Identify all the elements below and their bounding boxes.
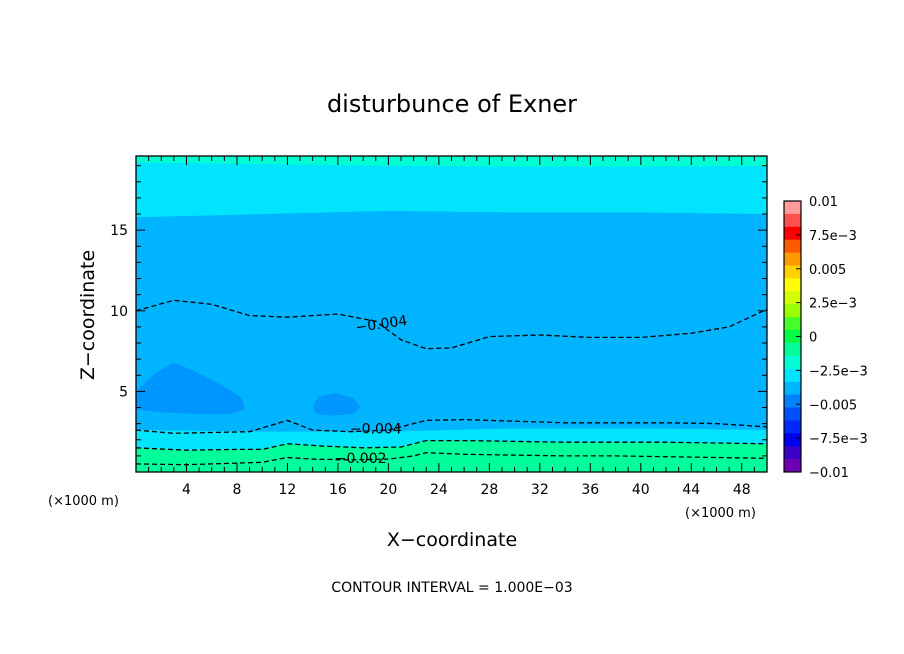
- colorbar-segment: [784, 252, 801, 267]
- contour-line-3: [135, 452, 768, 466]
- fill-band-near-surface: [136, 428, 767, 451]
- contour-fills: [136, 156, 767, 472]
- fill-band-surface: [136, 440, 767, 472]
- colorbar-segment: [784, 239, 801, 254]
- colorbar-segment: [784, 330, 801, 344]
- colorbar: 0.01 7.5e−3 0.005 2.5e−3 0 −2.5e−3 −0.005 −7.5e…: [783, 195, 868, 481]
- colorbar-segment: [784, 381, 801, 396]
- colorbar-segment: [784, 368, 801, 383]
- x-tick-label: 44: [682, 482, 700, 498]
- colorbar-segment: [784, 226, 801, 241]
- x-tick-label: 4: [182, 482, 191, 498]
- fill-band-pocket-left: [136, 362, 245, 414]
- x-tick-label: 20: [379, 482, 397, 498]
- x-tick-label: 12: [279, 482, 297, 498]
- colorbar-tick-label: 0.005: [809, 263, 846, 278]
- colorbar-segment: [784, 420, 801, 434]
- colorbar-tick-label: 0.01: [809, 195, 838, 210]
- colorbar-segment: [784, 213, 801, 228]
- y-tick-label: 5: [119, 384, 128, 400]
- plot-area: −0.004−0.004−0.002 4 8 12 16 20 24 28 32 36 40 44 4…: [110, 155, 768, 498]
- colorbar-tick-label: −7.5e−3: [809, 432, 868, 447]
- colorbar-segment: [784, 407, 801, 421]
- contour-interval-note: CONTOUR INTERVAL = 1.000E−03: [331, 580, 572, 596]
- colorbar-segment: [784, 459, 801, 473]
- x-tick-label: 16: [329, 482, 347, 498]
- x-tick-label: 24: [430, 482, 448, 498]
- colorbar-segment: [784, 433, 801, 447]
- x-tick-label: 36: [581, 482, 599, 498]
- y-axis-unit: (×1000 m): [48, 494, 119, 509]
- x-tick-label: 40: [632, 482, 650, 498]
- contour-labels: −0.004 −0.004 −0.002: [335, 313, 409, 467]
- x-tick-label: 8: [232, 482, 241, 498]
- fill-band-upper: [136, 162, 767, 218]
- x-axis-ticks: 4 8 12 16 20 24 28 32 36 40 44 48: [148, 156, 755, 498]
- colorbar-tick-label: 0: [809, 331, 817, 346]
- colorbar-tick-label: −2.5e−3: [809, 364, 868, 379]
- colorbar-tick-label: 2.5e−3: [809, 297, 857, 312]
- colorbar-segment: [784, 394, 801, 408]
- colorbar-tick-label: 7.5e−3: [809, 229, 857, 244]
- x-tick-label: 28: [480, 482, 498, 498]
- chart-title: disturbunce of Exner: [327, 90, 577, 118]
- colorbar-tick-label: −0.01: [809, 466, 849, 481]
- colorbar-segment: [784, 304, 801, 318]
- x-tick-label: 32: [531, 482, 549, 498]
- contour-label-3: −0.002: [335, 451, 387, 467]
- colorbar-segment: [784, 342, 801, 357]
- contour-lines: [135, 299, 768, 466]
- contour-line-2: [135, 439, 768, 451]
- contour-label-0: −0.004: [355, 313, 409, 336]
- fill-band-pocket-right: [312, 393, 361, 416]
- x-tick-label: 48: [733, 482, 751, 498]
- colorbar-segment: [784, 355, 801, 370]
- x-axis-unit: (×1000 m): [685, 506, 756, 521]
- fill-band-interior: [136, 210, 767, 432]
- colorbar-segment: [784, 265, 801, 279]
- colorbar-tick-label: −0.005: [809, 398, 857, 413]
- colorbar-segment: [784, 278, 801, 292]
- y-tick-label: 10: [110, 304, 128, 320]
- colorbar-segment: [784, 446, 801, 460]
- contour-label-1: −0.004: [350, 421, 402, 437]
- colorbar-segment: [784, 201, 801, 215]
- y-axis-ticks: 5 10 15: [110, 165, 767, 457]
- y-tick-label: 15: [110, 223, 128, 239]
- colorbar-segment: [784, 317, 801, 331]
- contour-line-1: [135, 418, 768, 434]
- x-axis-label: X−coordinate: [387, 529, 517, 551]
- colorbar-segment: [784, 291, 801, 305]
- y-axis-label: Z−coordinate: [77, 250, 99, 380]
